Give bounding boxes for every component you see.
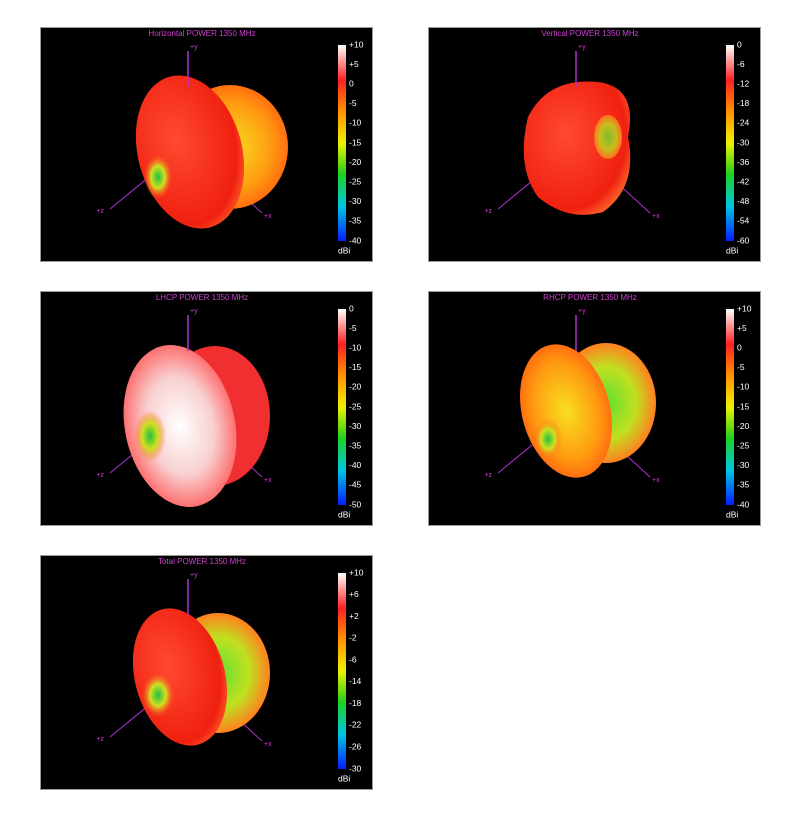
colorbar-tick-label: -30 <box>349 763 362 773</box>
colorbar-unit: dBi <box>726 509 738 519</box>
panel: RHCP POWER 1350 MHz +y +z +x +10 +5 0 -5 -10 -15 -… <box>428 291 761 526</box>
colorbar-tick-label: -15 <box>349 137 362 147</box>
axis-label: +y <box>578 308 586 315</box>
colorbar-tick-label: +10 <box>349 567 364 577</box>
hole <box>142 673 174 717</box>
axis-label: +z <box>96 736 104 743</box>
colorbar-tick-label: -30 <box>349 196 362 206</box>
colorbar-tick-label: -48 <box>737 196 750 206</box>
panel-title: LHCP POWER 1350 MHz <box>156 293 248 302</box>
colorbar-tick-label: -60 <box>737 235 750 245</box>
axis-label: +x <box>264 213 272 220</box>
patch <box>594 115 622 159</box>
axis-label: +z <box>96 208 104 215</box>
colorbar-unit: dBi <box>338 509 350 519</box>
lobe <box>123 344 237 508</box>
colorbar-tick-label: 0 <box>737 39 742 49</box>
colorbar <box>726 309 734 505</box>
colorbar-tick-label: -15 <box>737 401 750 411</box>
colorbar-tick-label: -40 <box>737 499 750 509</box>
colorbar-tick-label: -14 <box>349 676 362 686</box>
hole <box>534 419 562 459</box>
panel-title: Horizontal POWER 1350 MHz <box>148 29 255 38</box>
colorbar-tick-label: +10 <box>349 39 364 49</box>
colorbar-tick-label: -45 <box>349 480 362 490</box>
colorbar-tick-label: -35 <box>349 216 362 226</box>
colorbar <box>338 45 346 241</box>
colorbar-tick-label: -6 <box>737 59 745 69</box>
colorbar-tick-label: -10 <box>737 382 750 392</box>
colorbar-tick-label: -35 <box>349 440 362 450</box>
colorbar-unit: dBi <box>726 245 738 255</box>
colorbar-tick-label: -20 <box>737 421 750 431</box>
colorbar-tick-label: +2 <box>349 611 359 621</box>
colorbar-tick-label: -5 <box>349 98 357 108</box>
colorbar-tick-label: -40 <box>349 235 362 245</box>
axis-label: +x <box>264 741 272 748</box>
colorbar <box>338 309 346 505</box>
colorbar <box>338 573 346 769</box>
colorbar-tick-label: -18 <box>737 98 750 108</box>
hole <box>134 410 166 462</box>
colorbar-tick-label: +5 <box>349 59 359 69</box>
panel-title: Total POWER 1350 MHz <box>158 557 246 566</box>
colorbar-tick-label: -26 <box>349 741 362 751</box>
colorbar-tick-label: +6 <box>349 589 359 599</box>
panel: Total POWER 1350 MHz +y +z +x +10 +6 +2 -2 -6 -14… <box>40 555 373 790</box>
colorbar-tick-label: -36 <box>737 157 750 167</box>
colorbar-tick-label: -6 <box>349 654 357 664</box>
colorbar-tick-label: +10 <box>737 303 752 313</box>
colorbar-tick-label: -50 <box>349 499 362 509</box>
axis-label: +y <box>190 44 198 51</box>
colorbar-tick-label: -22 <box>349 720 362 730</box>
axis-label: +x <box>652 213 660 220</box>
axis-label: +x <box>264 477 272 484</box>
colorbar-tick-label: -35 <box>737 480 750 490</box>
axis-label: +z <box>484 472 492 479</box>
colorbar-unit: dBi <box>338 245 350 255</box>
lobe <box>523 81 631 215</box>
colorbar-tick-label: -5 <box>349 323 357 333</box>
colorbar-tick-label: -15 <box>349 362 362 372</box>
colorbar-tick-label: -30 <box>349 421 362 431</box>
panel: Horizontal POWER 1350 MHz +y +z +x +10 +5 0 -5 -… <box>40 27 373 262</box>
panel-title: Vertical POWER 1350 MHz <box>541 29 638 38</box>
colorbar-tick-label: -20 <box>349 157 362 167</box>
panel-title: RHCP POWER 1350 MHz <box>543 293 637 302</box>
axis-label: +y <box>190 572 198 579</box>
hole <box>144 155 172 199</box>
colorbar-tick-label: -12 <box>737 78 750 88</box>
colorbar-tick-label: -30 <box>737 137 750 147</box>
colorbar-tick-label: -25 <box>349 176 362 186</box>
panel: LHCP POWER 1350 MHz +y +z +x 0 -5 -10 -15 -20 -25… <box>40 291 373 526</box>
colorbar-tick-label: 0 <box>349 303 354 313</box>
colorbar-tick-label: -10 <box>349 342 362 352</box>
colorbar-tick-label: -30 <box>737 460 750 470</box>
colorbar-tick-label: -10 <box>349 118 362 128</box>
colorbar-tick-label: 0 <box>349 78 354 88</box>
axis-label: +z <box>484 208 492 215</box>
colorbar-tick-label: +5 <box>737 323 747 333</box>
axis-label: +x <box>652 477 660 484</box>
axis-label: +z <box>96 472 104 479</box>
colorbar-tick-label: -40 <box>349 460 362 470</box>
colorbar-tick-label: -18 <box>349 698 362 708</box>
colorbar-tick-label: -54 <box>737 216 750 226</box>
colorbar-tick-label: -25 <box>349 401 362 411</box>
axis-label: +y <box>190 308 198 315</box>
colorbar-tick-label: -20 <box>349 382 362 392</box>
colorbar-tick-label: -42 <box>737 176 750 186</box>
colorbar-tick-label: -2 <box>349 633 357 643</box>
colorbar <box>726 45 734 241</box>
colorbar-tick-label: -25 <box>737 440 750 450</box>
axis-label: +y <box>578 44 586 51</box>
panel: Vertical POWER 1350 MHz +y +z +x 0 -6 -12 -18 -2… <box>428 27 761 262</box>
colorbar-tick-label: -24 <box>737 118 750 128</box>
colorbar-unit: dBi <box>338 773 350 783</box>
colorbar-tick-label: 0 <box>737 342 742 352</box>
colorbar-tick-label: -5 <box>737 362 745 372</box>
